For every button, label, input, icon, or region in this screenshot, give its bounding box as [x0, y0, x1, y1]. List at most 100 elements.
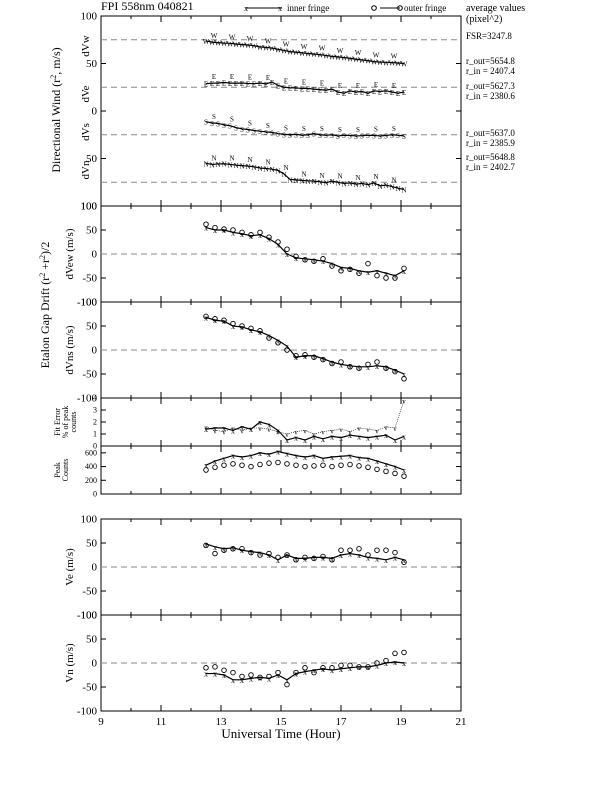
- panel-5-outer-marker: [239, 462, 245, 468]
- panel-2-inner-marker: x: [303, 255, 307, 264]
- panel-1-series-E: [205, 81, 405, 94]
- panel-1-ytick-label: 0: [92, 106, 98, 118]
- panel-3-ylabel: dVns (m/s): [64, 325, 76, 375]
- panel-6-outer-marker: [311, 555, 317, 562]
- panel-3-inner-marker: x: [222, 317, 226, 326]
- panel-4-outer-marker: v: [267, 426, 271, 434]
- panel-7-outer-marker: [239, 673, 245, 680]
- panel-1-marker-W: W: [227, 40, 234, 48]
- panel-7-outer-marker: [320, 665, 326, 671]
- panel-1-marker-E: E: [258, 80, 262, 88]
- panel-6-ytick-label: -100: [77, 610, 98, 622]
- panel-1-marker-N: N: [337, 172, 342, 180]
- panel-7-inner-marker: x: [204, 670, 208, 679]
- panel-4-outer-marker: v: [384, 424, 388, 432]
- panel-1-marker-S: S: [372, 132, 376, 140]
- panel-2-inner-marker: x: [213, 226, 217, 235]
- panel-1-marker-N: N: [275, 167, 280, 175]
- panel-2-outer-marker: [320, 256, 326, 262]
- panel-1-marker-N: N: [257, 165, 262, 173]
- panel-6-inner-line: [205, 543, 405, 561]
- panel-6-inner-marker: x: [303, 554, 307, 563]
- legend-inner-label: inner fringe: [287, 3, 329, 13]
- panel-1-marker-S: S: [222, 122, 226, 130]
- panel-1-marker-E: E: [392, 82, 396, 90]
- panel-1-marker-S: S: [360, 133, 364, 141]
- panel-1-marker-W: W: [209, 39, 216, 47]
- panel-6-inner-marker: x: [384, 556, 388, 565]
- panel-1-marker-W: W: [335, 54, 342, 62]
- panel-2-outer-marker: [257, 229, 263, 236]
- panel-2-outer-marker: [203, 221, 209, 227]
- panel-1-marker-N: N: [311, 178, 316, 186]
- panel-4-outer-marker: v: [294, 429, 298, 437]
- panel-3-ytick-label: 0: [92, 345, 98, 357]
- panel-7-outer-marker: [401, 649, 407, 656]
- panel-5-ylabel: Peak: [53, 462, 62, 478]
- panel-2-outer-marker: [383, 275, 389, 281]
- panel-1-marker-E: E: [246, 80, 250, 88]
- panel-6-outer-marker: [374, 547, 380, 553]
- panel-5-outer-marker: [221, 462, 227, 468]
- panel-4-inner-marker: x: [267, 420, 271, 429]
- panel-6-outer-marker: [302, 554, 308, 561]
- panel-1-marker-S: S: [252, 127, 256, 135]
- panel-3-inner-line: [205, 316, 405, 375]
- panel-2-inner-marker: x: [285, 250, 289, 259]
- xtick-label: 19: [396, 716, 408, 728]
- panel-4-outer-marker: v: [321, 429, 325, 437]
- panel-7-outer-marker: [248, 672, 254, 678]
- x-axis-title: Universal Time (Hour): [221, 726, 340, 741]
- panel-4-outer-line: [205, 400, 405, 435]
- panel-6-inner-marker: x: [312, 553, 316, 562]
- panel-4-outer-marker: v: [204, 424, 208, 432]
- panel-3-outer-marker: [329, 360, 335, 367]
- panel-1-marker-W: W: [233, 41, 240, 49]
- panel-1-marker-S: S: [276, 131, 280, 139]
- panel-6-outer-marker: [257, 552, 263, 558]
- panel-7-outer-marker: [329, 665, 335, 671]
- panel-1-marker-E: E: [270, 79, 274, 87]
- panel-7-inner-marker: x: [375, 661, 379, 670]
- panel-7-outer-marker: [221, 667, 227, 673]
- panel-6-outer-marker: [275, 554, 281, 561]
- panel-1-marker-N: N: [265, 158, 270, 166]
- panel-2-outer-marker: [212, 224, 218, 231]
- w-rin-label: r_in = 2407.4: [466, 66, 515, 76]
- xtick-label: 11: [156, 716, 167, 728]
- panel-3-inner-marker: x: [375, 362, 379, 371]
- panel-1-offset-label: dVe: [80, 85, 92, 102]
- panel-4-inner-marker: x: [204, 425, 208, 434]
- panel-3-inner-marker: x: [348, 362, 352, 371]
- panel-3-outer-marker: [239, 323, 245, 329]
- panel-3-outer-marker: [374, 359, 380, 365]
- panel-1-marker-E: E: [336, 89, 340, 97]
- panel-5-outer-marker: [293, 462, 299, 468]
- panel-1-marker-W: W: [365, 58, 372, 66]
- panel-1-ytick-label: 50: [86, 58, 98, 70]
- panel-1-marker-E: E: [320, 80, 324, 88]
- panel-1-marker-W: W: [377, 59, 384, 67]
- panel-7-outer-marker: [302, 665, 308, 671]
- panel-5-outer-marker: [203, 467, 209, 473]
- panel-5-outer-marker: [320, 462, 326, 468]
- panel-2-inner-marker: x: [339, 263, 343, 272]
- panel-2-inner-marker: x: [375, 267, 379, 276]
- panel-6-outer-marker: [284, 552, 290, 558]
- panel-1-marker-N: N: [319, 172, 324, 180]
- panel-1-ytick-label: 100: [81, 11, 98, 23]
- panel-5-outer-marker: [275, 459, 281, 466]
- panel-1-marker-W: W: [257, 44, 264, 52]
- panel-1-marker-E: E: [390, 89, 394, 97]
- panel-7-ytick-label: 0: [92, 658, 98, 670]
- panel-4-inner-marker: x: [402, 432, 406, 441]
- panel-1-marker-S: S: [318, 132, 322, 140]
- panel-5-inner-marker: x: [303, 453, 307, 462]
- panel-1-marker-S: S: [228, 123, 232, 131]
- panel-4-inner-marker: x: [222, 424, 226, 433]
- panel-1-marker-E: E: [330, 86, 334, 94]
- panel-4-inner-marker: x: [213, 424, 217, 433]
- panel-3-outer-marker: [320, 356, 326, 363]
- panel-4-outer-marker: v: [330, 427, 334, 435]
- panel-1-marker-W: W: [245, 42, 252, 50]
